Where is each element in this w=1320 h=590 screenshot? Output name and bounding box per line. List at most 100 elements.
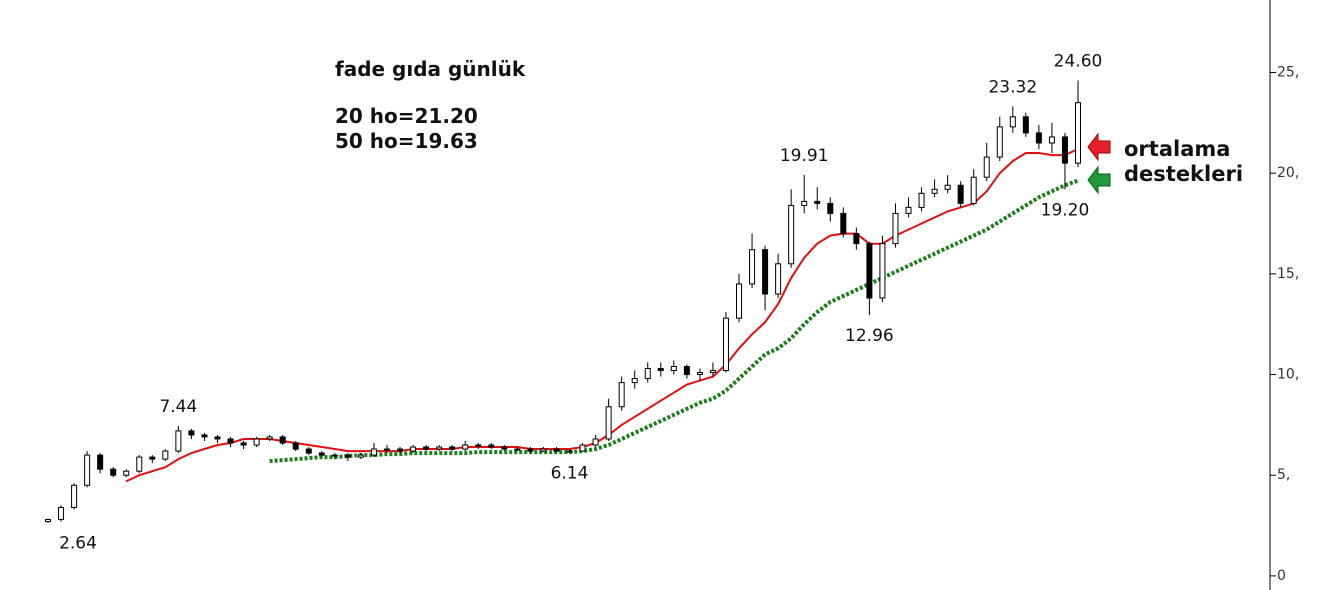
candle-body	[488, 444, 495, 448]
price-label: 19.91	[780, 146, 829, 166]
candle-body	[227, 438, 234, 444]
price-label: 19.20	[1041, 200, 1090, 220]
y-tick-label: 25,	[1277, 64, 1299, 80]
candle-body	[827, 202, 834, 214]
candle-body	[423, 446, 430, 450]
price-label: 6.14	[551, 463, 589, 483]
candle-body	[566, 450, 573, 453]
candle-body	[149, 456, 156, 460]
y-tick-label: 15,	[1277, 266, 1299, 282]
candle-body	[370, 448, 377, 456]
candle-body	[931, 188, 938, 194]
candle-body	[1009, 116, 1016, 128]
candle-body	[762, 249, 769, 295]
candle-body	[136, 456, 143, 472]
candle-body	[1048, 136, 1055, 144]
candle-body	[644, 367, 651, 380]
candle-body	[110, 468, 117, 476]
candle-body	[788, 204, 795, 265]
candle-body	[918, 192, 925, 208]
candle-body	[123, 470, 130, 476]
candle-body	[670, 365, 677, 372]
candle-body	[696, 372, 703, 376]
candle-body	[905, 206, 912, 214]
candle-body	[1022, 116, 1029, 134]
candle-body	[266, 436, 273, 440]
candle-body	[527, 448, 534, 452]
candle-body	[840, 212, 847, 235]
candle-body	[722, 317, 729, 372]
candle-body	[188, 430, 195, 436]
price-label: 2.64	[59, 534, 97, 554]
chart-title: fade gıda günlük	[335, 57, 526, 81]
candle-body	[397, 448, 404, 452]
candle-body	[305, 448, 312, 454]
candle-body	[957, 184, 964, 204]
candle-body	[983, 156, 990, 178]
y-tick-label: 10,	[1277, 367, 1299, 383]
candle-body	[970, 176, 977, 204]
candle-body	[801, 200, 808, 206]
candle-body	[501, 446, 508, 450]
candle-body	[775, 263, 782, 295]
price-label: 7.44	[159, 397, 197, 417]
candle-body	[1061, 136, 1068, 164]
candle-body	[344, 454, 351, 458]
price-label: 24.60	[1054, 52, 1103, 72]
candle-body	[853, 233, 860, 245]
candle-body	[944, 184, 951, 190]
candle-body	[749, 249, 756, 285]
note: 50 ho=19.63	[335, 129, 478, 153]
note: 20 ho=21.20	[335, 104, 478, 128]
candle-body	[253, 438, 260, 446]
candle-body	[162, 450, 169, 460]
candle-body	[410, 446, 417, 452]
side-note: ortalama	[1124, 137, 1230, 161]
candle-body	[553, 448, 560, 452]
candle-body	[71, 484, 78, 508]
candle-body	[292, 442, 299, 450]
candle-body	[462, 444, 469, 450]
y-tick-label: 0	[1277, 568, 1286, 584]
y-tick-label: 5,	[1277, 467, 1290, 483]
candle-body	[996, 126, 1003, 158]
candle-body	[814, 200, 821, 204]
candle-body	[514, 448, 521, 451]
candle-body	[866, 243, 873, 299]
candle-body	[618, 382, 625, 408]
candle-body	[45, 519, 51, 523]
candle-body	[592, 438, 599, 446]
candle-body	[683, 365, 690, 376]
candle-body	[657, 367, 664, 372]
candle-body	[279, 436, 286, 444]
candle-body	[436, 446, 443, 450]
candle-body	[175, 430, 182, 452]
side-note: destekleri	[1124, 162, 1243, 186]
candle-body	[892, 212, 899, 245]
candle-body	[1075, 102, 1081, 164]
candle-body	[709, 370, 716, 374]
candle-body	[201, 434, 208, 438]
candle-body	[357, 454, 364, 458]
price-label: 12.96	[845, 326, 894, 346]
candle-body	[214, 436, 221, 440]
candle-body	[58, 506, 65, 521]
candle-body	[475, 444, 482, 447]
candle-body	[579, 444, 586, 452]
red-arrow	[1087, 132, 1111, 162]
green-arrow	[1087, 165, 1111, 195]
candle-body	[318, 452, 325, 456]
candle-body	[97, 454, 104, 470]
candle-body	[240, 442, 247, 446]
price-label: 23.32	[988, 77, 1037, 97]
candle-body	[1035, 132, 1042, 144]
candle-body	[631, 378, 638, 384]
y-tick-label: 20,	[1277, 165, 1299, 181]
candle-body	[449, 446, 456, 450]
moving-average	[269, 178, 1079, 464]
candle-body	[84, 454, 91, 486]
candle-body	[736, 283, 743, 319]
candle-body	[879, 243, 886, 299]
